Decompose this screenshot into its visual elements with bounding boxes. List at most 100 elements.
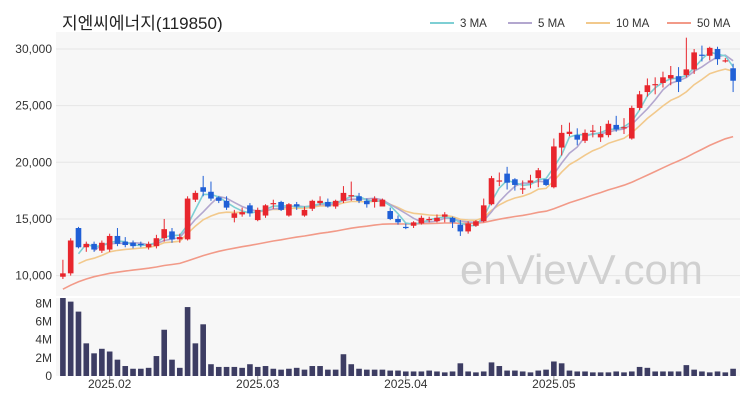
candle-body: [247, 205, 253, 214]
volume-bar: [590, 372, 596, 376]
candle-body: [200, 187, 206, 192]
x-tick-label: 2025.05: [532, 377, 576, 391]
volume-bar: [145, 367, 152, 376]
volume-bar: [551, 361, 557, 376]
volume-bar: [231, 366, 238, 376]
volume-bar: [106, 351, 113, 376]
volume-bar: [247, 364, 253, 376]
volume-bar: [395, 370, 401, 376]
volume-bar: [293, 367, 300, 376]
volume-bar: [480, 371, 487, 376]
candle-body: [512, 179, 518, 185]
candle-body: [543, 179, 549, 185]
volume-bar: [675, 371, 682, 376]
candle-body: [551, 146, 557, 188]
volume-bar: [239, 367, 245, 376]
candle-body: [652, 84, 658, 86]
volume-bars: [60, 298, 736, 376]
x-tick-label: 2025.04: [384, 377, 428, 391]
volume-bar: [652, 371, 658, 376]
legend-label: 3 MA: [460, 18, 487, 30]
volume-bar: [301, 369, 308, 376]
legend-label: 5 MA: [538, 18, 565, 30]
volume-bar: [387, 370, 394, 376]
volume-bar: [138, 368, 144, 376]
candle-body: [293, 204, 300, 207]
volume-bar: [114, 359, 121, 376]
candle-body: [449, 217, 456, 223]
candle-body: [239, 212, 245, 215]
volume-bar: [512, 370, 518, 376]
candle-body: [317, 200, 323, 204]
volume-tick-label: 8M: [35, 296, 52, 310]
candle-body: [496, 180, 503, 182]
candle-body: [270, 203, 277, 205]
volume-bar: [527, 372, 534, 376]
volume-bar: [402, 371, 409, 376]
volume-tick-label: 6M: [35, 315, 52, 329]
candle-body: [371, 198, 378, 202]
volume-bar: [410, 371, 417, 376]
candle-body: [325, 201, 331, 207]
candle-body: [621, 127, 627, 129]
candle-body: [99, 242, 105, 251]
candle-body: [426, 218, 432, 221]
candle-body: [356, 196, 362, 201]
candle-body: [535, 170, 542, 179]
candle-body: [278, 201, 284, 210]
candle-body: [457, 224, 464, 232]
candle-body: [60, 273, 66, 277]
price-tick-label: 30,000: [15, 42, 52, 56]
volume-bar: [582, 371, 588, 376]
x-axis: 2025.02 2025.03 2025.04 2025.05: [88, 376, 576, 391]
volume-bar: [215, 366, 222, 376]
price-panel-background: [56, 32, 740, 296]
candle-body: [628, 107, 635, 139]
volume-bar: [340, 354, 347, 376]
volume-bar: [286, 368, 292, 376]
candle-body: [223, 200, 230, 208]
x-tick-label: 2025.03: [236, 377, 280, 391]
candle-body: [691, 52, 697, 70]
volume-bar: [91, 353, 97, 376]
candle-body: [410, 222, 417, 226]
candle-body: [184, 198, 191, 240]
volume-bar: [613, 371, 620, 376]
candle-body: [488, 178, 495, 205]
volume-bar: [200, 324, 206, 376]
candle-body: [75, 228, 82, 248]
volume-bar: [169, 359, 175, 376]
volume-bar: [223, 366, 230, 376]
candle-body: [636, 94, 643, 108]
volume-bar: [371, 369, 378, 376]
candle-body: [582, 132, 588, 141]
candle-body: [558, 132, 565, 148]
candle-body: [395, 218, 401, 223]
volume-bar: [356, 368, 362, 376]
candle-body: [387, 211, 394, 219]
candle-body: [434, 217, 440, 222]
volume-bar: [75, 311, 82, 376]
candle-body: [644, 85, 651, 93]
candle-body: [441, 214, 448, 217]
volume-bar: [418, 371, 425, 376]
candle-body: [254, 209, 261, 221]
candle-body: [613, 124, 620, 130]
candle-body: [138, 243, 144, 246]
volume-bar: [208, 364, 214, 376]
candle-body: [114, 235, 121, 244]
volume-bar: [597, 372, 604, 376]
candle-body: [722, 60, 729, 62]
volume-bar: [278, 369, 284, 376]
candle-body: [480, 205, 487, 222]
candle-body: [402, 226, 409, 229]
candle-body: [699, 54, 705, 56]
x-tick-label: 2025.02: [88, 377, 132, 391]
candle-body: [153, 238, 160, 247]
volume-bar: [457, 363, 464, 376]
candle-body: [106, 235, 113, 250]
volume-bar: [184, 307, 191, 376]
candle-body: [286, 204, 292, 216]
volume-bar: [441, 372, 448, 376]
